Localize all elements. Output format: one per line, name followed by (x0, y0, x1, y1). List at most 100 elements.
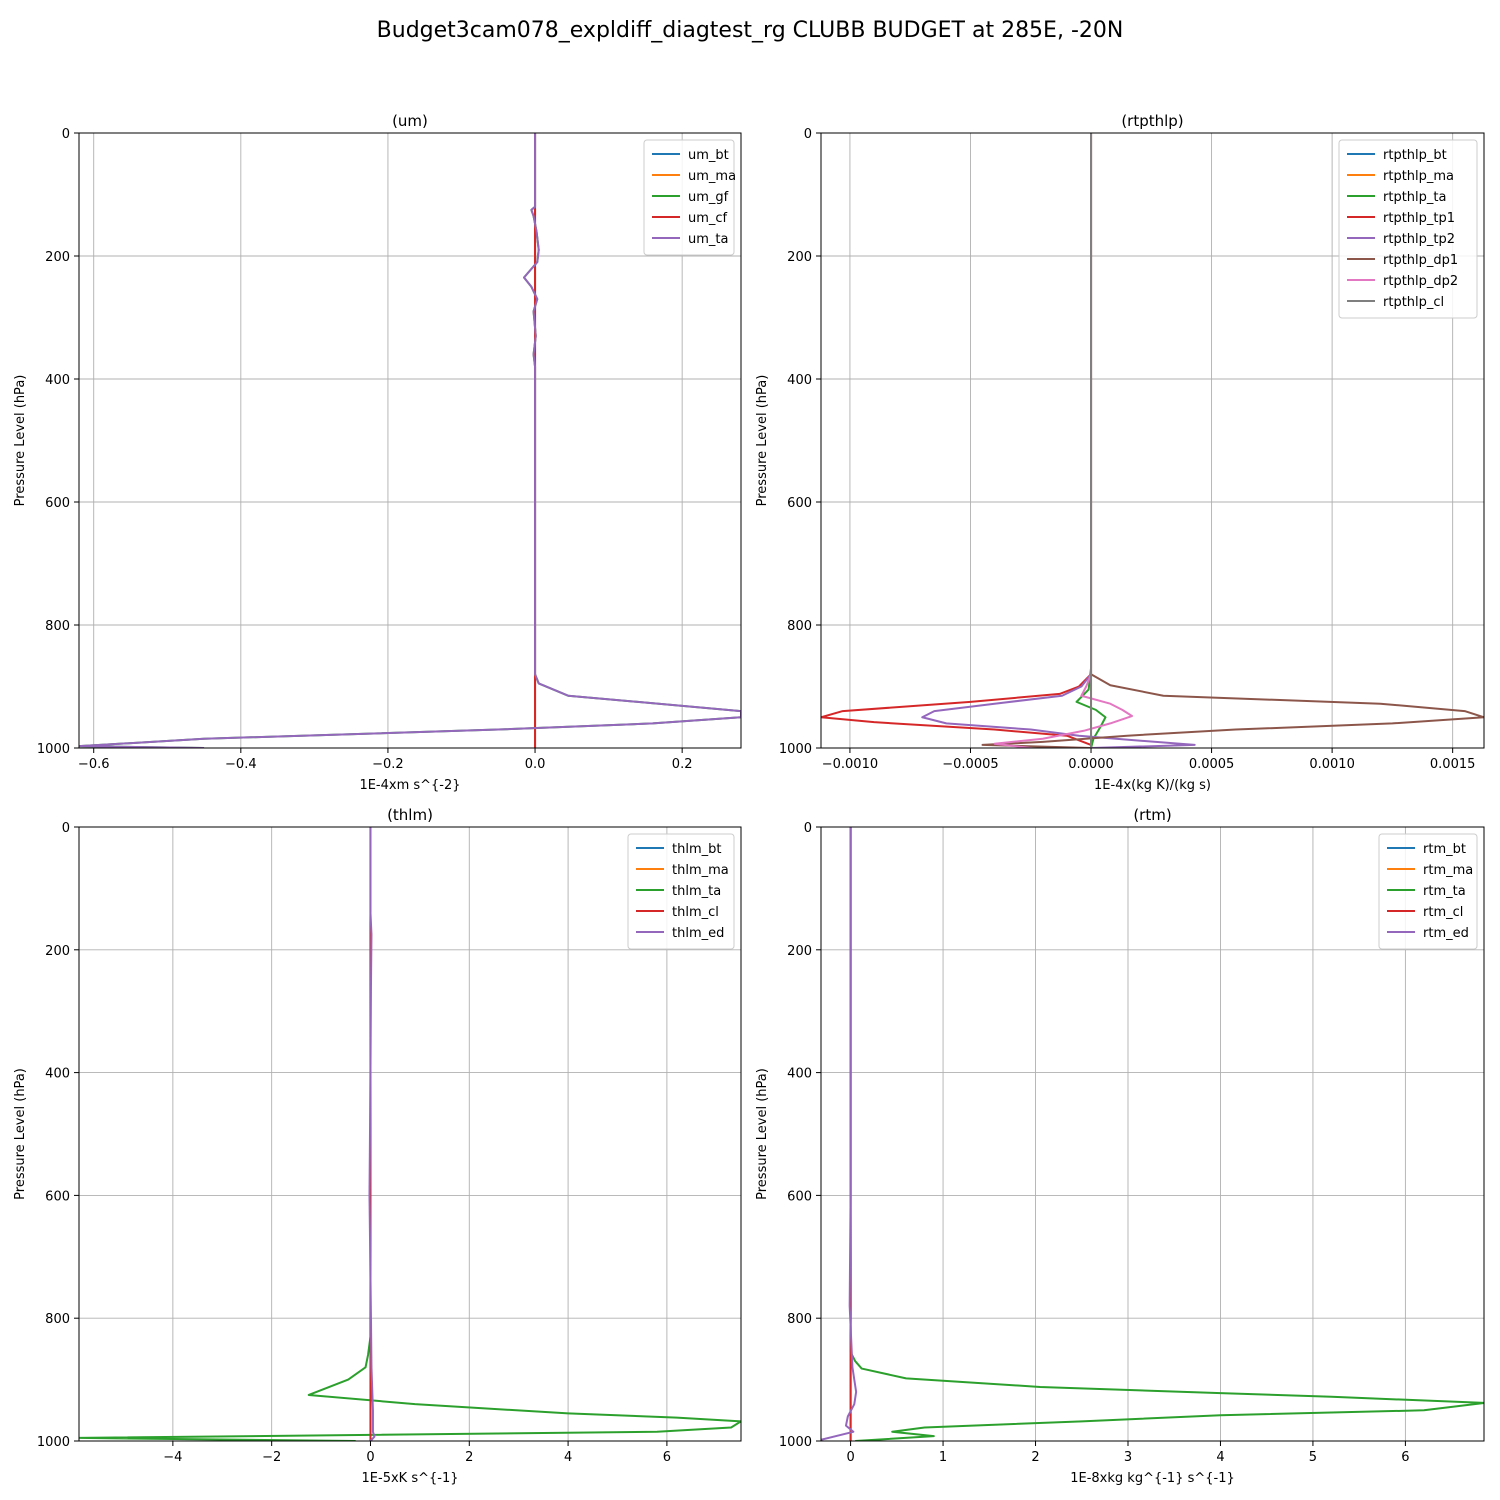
y-tick-label: 600 (787, 496, 812, 511)
y-tick-label: 400 (787, 373, 812, 388)
legend-label-rtpthlp_ta: rtpthlp_ta (1383, 190, 1446, 205)
x-axis-label: 1E-8xkg kg^{-1} s^{-1} (1070, 1471, 1235, 1486)
y-tick-label: 1000 (37, 742, 70, 757)
x-tick-label: 3 (1124, 1450, 1132, 1465)
x-tick-label: −2 (262, 1450, 281, 1465)
x-axis-label: 1E-4x(kg K)/(kg s) (1094, 778, 1211, 793)
y-axis-label: Pressure Level (hPa) (13, 375, 28, 507)
y-tick-label: 800 (45, 1312, 70, 1327)
x-tick-label: −0.0010 (822, 757, 878, 772)
x-tick-label: −0.2 (372, 757, 404, 772)
x-tick-label: −0.4 (225, 757, 257, 772)
legend-label-rtm_ma: rtm_ma (1423, 863, 1473, 878)
legend-box (627, 833, 735, 950)
x-tick-label: 0.0000 (1068, 757, 1114, 772)
y-tick-label: 400 (787, 1067, 812, 1082)
series-line-rtm_ta (849, 827, 1484, 1441)
axes-frame (78, 132, 742, 749)
legend: rtm_bt rtm_ma rtm_ta rtm_cl rtm_ed (1378, 833, 1478, 950)
panel-0: −0.6 −0.4 −0.2 0.0 0.2 0 200 400 600 800 1000 (um) 1… (13, 112, 742, 793)
y-tick-label: 800 (787, 1312, 812, 1327)
y-tick-label: 1000 (779, 1435, 812, 1450)
legend-label-rtm_cl: rtm_cl (1423, 905, 1463, 920)
panel-1: −0.0010 −0.0005 0.0000 0.0005 0.0010 0.0015 0 2… (755, 112, 1485, 793)
legend-label-um_bt: um_bt (688, 148, 729, 163)
x-tick-label: −0.6 (78, 757, 110, 772)
panel-title: (rtpthlp) (1121, 112, 1183, 130)
legend: rtpthlp_bt rtpthlp_ma rtpthlp_ta rtpthlp_tp… (1338, 139, 1478, 319)
y-tick-label: 600 (45, 1189, 70, 1204)
x-tick-label: 0.0005 (1189, 757, 1235, 772)
legend-label-thlm_bt: thlm_bt (672, 842, 721, 857)
legend-label-rtm_ed: rtm_ed (1423, 926, 1469, 941)
x-tick-label: 6 (1401, 1450, 1409, 1465)
figure-title: Budget3cam078_expldiff_diagtest_rg CLUBB… (377, 18, 1124, 43)
x-tick-label: 0 (846, 1450, 854, 1465)
x-tick-label: 0.0 (525, 757, 546, 772)
x-tick-label: 0.0010 (1309, 757, 1355, 772)
legend-box (1378, 833, 1478, 950)
legend-label-rtpthlp_tp2: rtpthlp_tp2 (1383, 232, 1455, 247)
y-tick-label: 1000 (37, 1435, 70, 1450)
y-axis-label: Pressure Level (hPa) (755, 1068, 770, 1200)
legend-label-rtpthlp_bt: rtpthlp_bt (1383, 148, 1447, 163)
panel-title: (um) (392, 112, 428, 130)
y-tick-label: 0 (62, 821, 70, 836)
legend-label-rtpthlp_dp1: rtpthlp_dp1 (1383, 253, 1458, 268)
legend-label-um_gf: um_gf (688, 190, 729, 205)
legend: um_bt um_ma um_gf um_cf um_ta (643, 139, 736, 256)
y-axis-label: Pressure Level (hPa) (13, 1068, 28, 1200)
series-group (79, 827, 741, 1441)
x-tick-label: 0.2 (672, 757, 693, 772)
legend-label-thlm_ma: thlm_ma (672, 863, 729, 878)
legend-label-thlm_ta: thlm_ta (672, 884, 721, 899)
legend-label-rtpthlp_ma: rtpthlp_ma (1383, 169, 1454, 184)
panel-2: −4 −2 0 2 4 6 0 200 400 600 800 1000 (thlm) 1E-5xK s^… (13, 806, 742, 1486)
x-axis-label: 1E-4xm s^{-2} (359, 778, 460, 793)
axes-frame (820, 826, 1485, 1442)
x-tick-label: −0.0005 (942, 757, 998, 772)
panel-title: (rtm) (1133, 806, 1171, 824)
legend-box (643, 139, 735, 256)
y-tick-label: 0 (62, 127, 70, 142)
y-tick-label: 1000 (779, 742, 812, 757)
y-tick-label: 200 (787, 250, 812, 265)
series-group (821, 133, 1484, 748)
series-line-rtpthlp_dp2 (993, 133, 1134, 748)
series-line-um_ta (79, 133, 741, 748)
x-tick-label: 6 (663, 1450, 671, 1465)
x-tick-label: 5 (1309, 1450, 1317, 1465)
x-tick-label: 1 (939, 1450, 947, 1465)
legend-label-thlm_ed: thlm_ed (672, 926, 724, 941)
series-line-thlm_ed (368, 827, 376, 1441)
series-line-rtm_ed (821, 827, 858, 1441)
x-tick-label: 0 (366, 1450, 374, 1465)
x-tick-label: −4 (163, 1450, 182, 1465)
y-tick-label: 400 (45, 373, 70, 388)
legend-label-rtm_ta: rtm_ta (1423, 884, 1466, 899)
axes-frame (78, 826, 742, 1442)
legend-label-rtpthlp_tp1: rtpthlp_tp1 (1383, 211, 1455, 226)
series-line-thlm_ta (79, 827, 741, 1441)
x-tick-label: 2 (1031, 1450, 1039, 1465)
y-axis-label: Pressure Level (hPa) (755, 375, 770, 507)
x-tick-label: 2 (465, 1450, 473, 1465)
y-tick-label: 800 (45, 619, 70, 634)
y-tick-label: 800 (787, 619, 812, 634)
y-tick-label: 200 (787, 944, 812, 959)
x-axis-label: 1E-5xK s^{-1} (362, 1471, 459, 1486)
legend-label-thlm_cl: thlm_cl (672, 905, 719, 920)
panel-3: 0 1 2 3 4 5 6 0 200 400 600 800 1000 (rtm) 1E-8xkg kg^… (755, 806, 1485, 1486)
x-tick-label: 0.0015 (1430, 757, 1476, 772)
panel-title: (thlm) (387, 806, 433, 824)
legend-label-um_ta: um_ta (688, 232, 728, 247)
x-tick-label: 4 (564, 1450, 572, 1465)
legend-label-rtm_bt: rtm_bt (1423, 842, 1466, 857)
series-line-rtpthlp_tp1 (821, 133, 1093, 748)
legend-label-rtpthlp_cl: rtpthlp_cl (1383, 295, 1444, 310)
legend-label-um_cf: um_cf (688, 211, 728, 226)
series-group (821, 827, 1484, 1441)
y-tick-label: 0 (804, 821, 812, 836)
